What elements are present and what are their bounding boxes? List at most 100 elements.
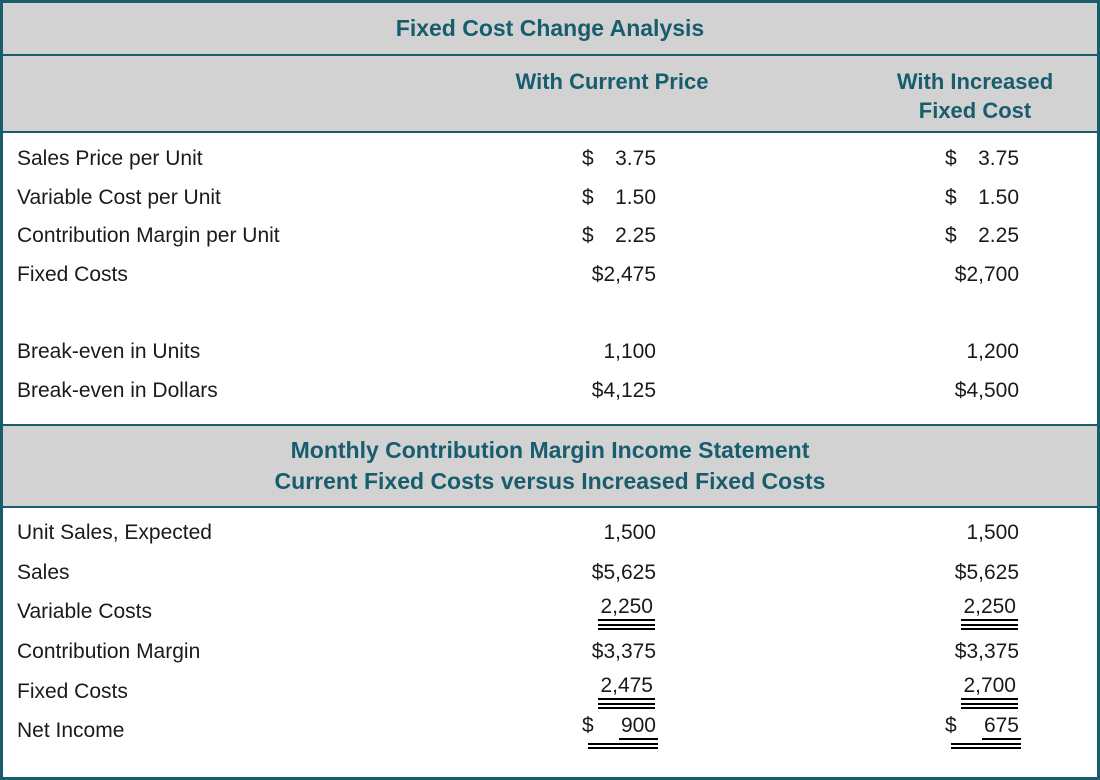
amount: $3.75 xyxy=(582,147,658,171)
amount-line: $1.50 xyxy=(582,186,658,210)
value-with-current-price: $2,475 xyxy=(437,263,787,287)
value-with-increased-fixed-cost: $4,500 xyxy=(787,379,1097,403)
amount-line: $4,125 xyxy=(590,379,658,403)
amount-value: 2,700 xyxy=(961,674,1018,701)
double-underline xyxy=(961,623,1018,630)
value-with-current-price: 1,500 xyxy=(437,521,787,545)
row-label: Unit Sales, Expected xyxy=(17,521,212,544)
amount-value: $4,500 xyxy=(954,378,1019,402)
row-label: Net Income xyxy=(17,719,125,743)
currency-symbol: $ xyxy=(582,147,594,171)
value-with-increased-fixed-cost: 1,500 xyxy=(787,521,1097,545)
value-with-current-price: 2,250 xyxy=(437,595,787,630)
amount: 1,100 xyxy=(601,340,658,364)
amount: $900 xyxy=(582,714,658,749)
currency-symbol: $ xyxy=(582,185,594,209)
amount-line: $2,475 xyxy=(590,263,658,287)
amount-line: $3.75 xyxy=(582,147,658,171)
table-row: Sales Price per Unit $3.75 $3.75 xyxy=(3,140,1097,179)
row-label: Fixed Costs xyxy=(17,263,128,287)
amount: $3.75 xyxy=(945,147,1021,171)
value-with-current-price: $3.75 xyxy=(437,147,787,171)
amount-line: 1,200 xyxy=(964,340,1021,364)
amount: $3,375 xyxy=(953,640,1021,664)
amount: $675 xyxy=(945,714,1021,749)
row-label: Break-even in Dollars xyxy=(17,378,218,402)
row-label: Sales xyxy=(17,560,70,584)
table-row: Break-even in Dollars $4,125 $4,500 xyxy=(3,372,1097,411)
table-row: Net Income $900 $675 xyxy=(3,712,1097,752)
amount-value: $2,700 xyxy=(954,263,1019,287)
value-with-increased-fixed-cost: $675 xyxy=(787,714,1097,749)
value-with-current-price: $3,375 xyxy=(437,640,787,664)
column-header-with-current-price: With Current Price xyxy=(515,69,709,94)
amount-value: $5,625 xyxy=(591,560,656,584)
row-label: Variable Costs xyxy=(17,600,153,624)
column-header-line-1: With Increased xyxy=(896,69,1054,94)
table-row: Break-even in Units 1,100 1,200 xyxy=(3,333,1097,372)
amount-line: 2,700 xyxy=(961,674,1018,701)
amount: $2.25 xyxy=(582,224,658,248)
row-label: Contribution Margin per Unit xyxy=(17,224,280,248)
amount-value: 1.50 xyxy=(615,185,656,209)
amount-line: $2,700 xyxy=(953,263,1021,287)
amount-value: 1,100 xyxy=(603,340,656,364)
amount-value: 1,200 xyxy=(966,340,1019,364)
amount-value: 2,250 xyxy=(598,595,655,621)
amount: $1.50 xyxy=(945,186,1021,210)
table-row: Fixed Costs 2,475 2,700 xyxy=(3,672,1097,712)
table-row: Sales $5,625 $5,625 xyxy=(3,553,1097,593)
row-label: Break-even in Units xyxy=(17,340,201,364)
income-statement-title-line-1: Monthly Contribution Margin Income State… xyxy=(290,437,810,464)
amount: 2,250 xyxy=(958,595,1021,630)
value-with-current-price: $5,625 xyxy=(437,561,787,585)
table-row: Variable Costs 2,250 2,250 xyxy=(3,593,1097,633)
amount-value: 675 xyxy=(981,714,1021,740)
amount: $5,625 xyxy=(953,561,1021,585)
table-title-band: Fixed Cost Change Analysis xyxy=(3,3,1097,56)
income-statement-title-line-2: Current Fixed Costs versus Increased Fix… xyxy=(274,468,826,495)
currency-symbol: $ xyxy=(945,147,957,171)
double-underline xyxy=(961,703,1018,710)
table-row: Fixed Costs $2,475 $2,700 xyxy=(3,256,1097,295)
amount-line: $4,500 xyxy=(953,379,1021,403)
amount: 2,250 xyxy=(595,595,658,630)
amount: $3,375 xyxy=(590,640,658,664)
income-statement-header-band: Monthly Contribution Margin Income State… xyxy=(3,424,1097,509)
amount-value: $3,375 xyxy=(954,640,1019,664)
amount: $2,700 xyxy=(953,263,1021,287)
amount-line: 2,250 xyxy=(961,595,1018,621)
table-row: Contribution Margin per Unit $2.25 $2.25 xyxy=(3,217,1097,256)
double-underline xyxy=(598,623,655,630)
amount-line: $2.25 xyxy=(945,224,1021,248)
column-header-band: With Current Price With Increased Fixed … xyxy=(3,56,1097,133)
amount: $2,475 xyxy=(590,263,658,287)
amount: $4,125 xyxy=(590,379,658,403)
amount-value: 1.50 xyxy=(978,185,1019,209)
amount-line: 2,250 xyxy=(598,595,655,621)
currency-symbol: $ xyxy=(945,713,957,737)
table-row: Unit Sales, Expected 1,500 1,500 xyxy=(3,513,1097,553)
double-underline xyxy=(598,703,655,710)
table-row xyxy=(3,294,1097,333)
amount-line: $5,625 xyxy=(953,561,1021,585)
income-statement-rows: Unit Sales, Expected 1,500 1,500 Sales $5,62… xyxy=(3,508,1097,751)
value-with-current-price: $900 xyxy=(437,714,787,749)
value-with-current-price: $4,125 xyxy=(437,379,787,403)
fixed-cost-analysis-rows: Sales Price per Unit $3.75 $3.75 Variable C… xyxy=(3,133,1097,410)
amount-line: $5,625 xyxy=(590,561,658,585)
currency-symbol: $ xyxy=(582,713,594,737)
currency-symbol: $ xyxy=(945,224,957,248)
amount-value: 3.75 xyxy=(615,147,656,171)
value-with-increased-fixed-cost: $1.50 xyxy=(787,186,1097,210)
value-with-increased-fixed-cost: $3,375 xyxy=(787,640,1097,664)
amount-line: $900 xyxy=(582,714,658,740)
amount-line: 1,500 xyxy=(601,521,658,545)
amount-value: 3.75 xyxy=(978,147,1019,171)
currency-symbol: $ xyxy=(945,185,957,209)
amount-value: 1,500 xyxy=(603,521,656,544)
amount-value: $2,475 xyxy=(591,263,656,287)
amount-value: 2.25 xyxy=(615,224,656,248)
amount: $5,625 xyxy=(590,561,658,585)
